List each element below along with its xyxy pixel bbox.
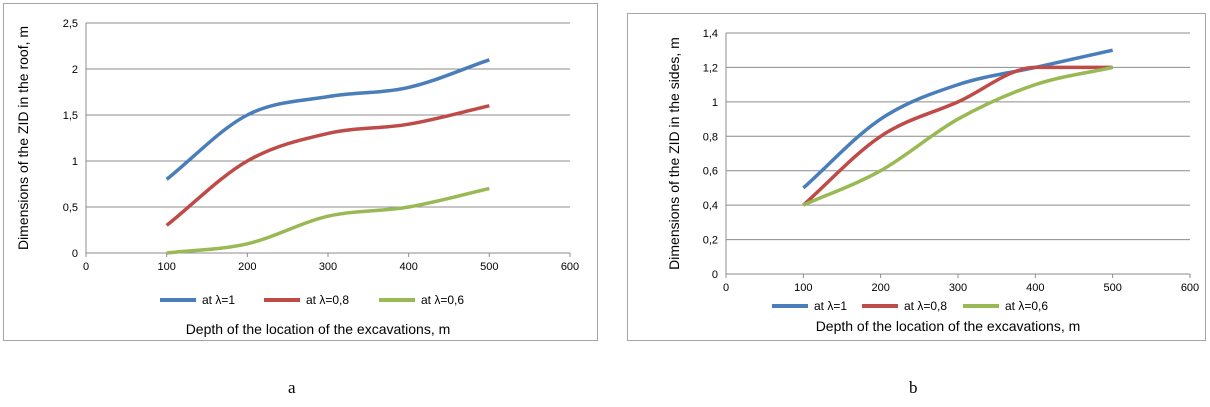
y-axis-title: Dimensions of the ZID in the sides, m bbox=[666, 37, 682, 270]
legend-label-3: at λ=0,6 bbox=[421, 293, 464, 307]
series-line-1 bbox=[802, 48, 1114, 190]
y-tick-label: 1,4 bbox=[703, 28, 718, 40]
x-tick-label: 300 bbox=[949, 282, 967, 294]
x-tick-label: 100 bbox=[794, 282, 812, 294]
y-tick-label: 0,4 bbox=[703, 200, 718, 212]
y-tick-label: 1 bbox=[712, 97, 718, 109]
x-tick-label: 0 bbox=[723, 282, 729, 294]
y-tick-label: 2,5 bbox=[63, 18, 78, 30]
y-tick-label: 0,5 bbox=[63, 202, 78, 214]
x-tick-label: 600 bbox=[561, 261, 579, 273]
y-tick-label: 0,2 bbox=[703, 235, 718, 247]
x-tick-label: 100 bbox=[157, 261, 175, 273]
legend-label-2: at λ=0,8 bbox=[904, 299, 947, 313]
x-tick-label: 0 bbox=[83, 261, 89, 273]
series-line-2 bbox=[165, 104, 490, 227]
x-tick-label: 500 bbox=[480, 261, 498, 273]
legend-label-1: at λ=1 bbox=[202, 293, 235, 307]
y-tick-label: 0,6 bbox=[703, 166, 718, 178]
chart-panel-a: 0 0,5 1 1,5 2 2,5 0 100 200 300 400 500 600 Dimension… bbox=[3, 3, 598, 341]
series-line-2 bbox=[802, 65, 1113, 207]
series-line-3 bbox=[166, 186, 490, 255]
y-tick-label: 0 bbox=[712, 269, 718, 281]
chart-b-svg: 0 0,2 0,4 0,6 0,8 1 1,2 1,4 0 100 200 300 400 500 600 D… bbox=[666, 28, 1199, 334]
figure-label-b: b bbox=[909, 378, 918, 397]
x-axis-title: Depth of the location of the excavations… bbox=[186, 321, 451, 337]
y-tick-label: 2 bbox=[72, 64, 78, 76]
legend-label-3: at λ=0,6 bbox=[1005, 299, 1048, 313]
y-tick-label: 0,8 bbox=[703, 131, 718, 143]
chart-a-svg: 0 0,5 1 1,5 2 2,5 0 100 200 300 400 500 600 Dimension… bbox=[15, 18, 579, 337]
y-tick-label: 1,2 bbox=[703, 62, 718, 74]
legend-label-2: at λ=0,8 bbox=[306, 293, 349, 307]
y-axis-title: Dimensions of the ZID in the roof, m bbox=[15, 26, 31, 250]
x-tick-label: 400 bbox=[399, 261, 417, 273]
series-line-1 bbox=[165, 58, 490, 181]
chart-panel-b: 0 0,2 0,4 0,6 0,8 1 1,2 1,4 0 100 200 300 400 500 600 D… bbox=[627, 13, 1206, 341]
x-tick-label: 500 bbox=[1103, 282, 1121, 294]
x-tick-label: 200 bbox=[238, 261, 256, 273]
x-tick-label: 300 bbox=[319, 261, 337, 273]
y-tick-label: 1,5 bbox=[63, 110, 78, 122]
y-tick-label: 1 bbox=[72, 156, 78, 168]
x-tick-label: 400 bbox=[1026, 282, 1044, 294]
x-tick-label: 600 bbox=[1181, 282, 1199, 294]
y-tick-label: 0 bbox=[72, 248, 78, 260]
x-tick-label: 200 bbox=[871, 282, 889, 294]
series-line-3 bbox=[802, 65, 1114, 207]
figure-label-a: a bbox=[288, 378, 296, 397]
legend-label-1: at λ=1 bbox=[814, 299, 847, 313]
x-axis-title: Depth of the location of the excavations… bbox=[816, 318, 1081, 334]
